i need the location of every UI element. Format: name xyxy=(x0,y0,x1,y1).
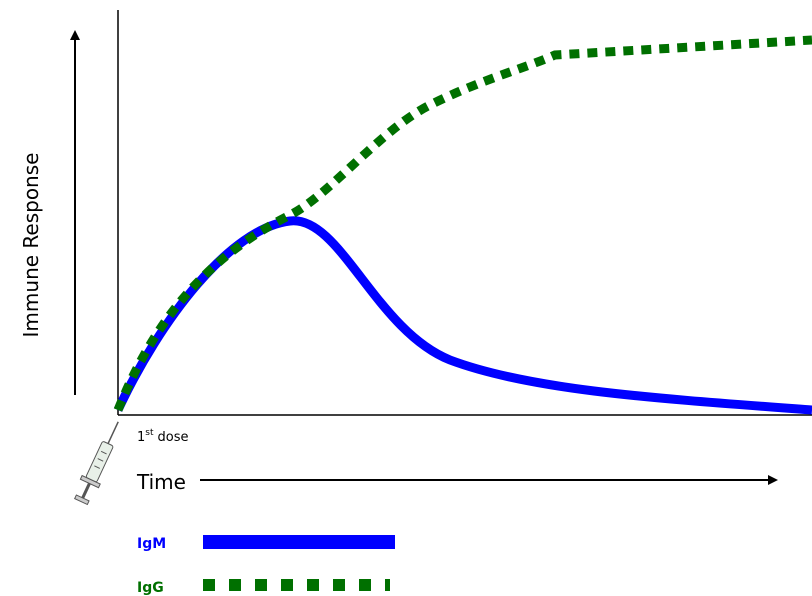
syringe-icon xyxy=(74,421,119,506)
igg-curve xyxy=(113,35,812,412)
dose-suffix: st xyxy=(145,428,154,438)
legend-label: IgG xyxy=(137,580,164,596)
x-axis-label: Time xyxy=(136,470,186,494)
dose-annotation: 1st dose xyxy=(137,428,188,445)
dose-text: dose xyxy=(158,430,189,445)
igm-curve xyxy=(113,216,812,415)
y-axis-label: Immune Response xyxy=(19,153,43,338)
dose-number: 1 xyxy=(137,430,145,445)
legend-label: IgM xyxy=(137,536,166,552)
